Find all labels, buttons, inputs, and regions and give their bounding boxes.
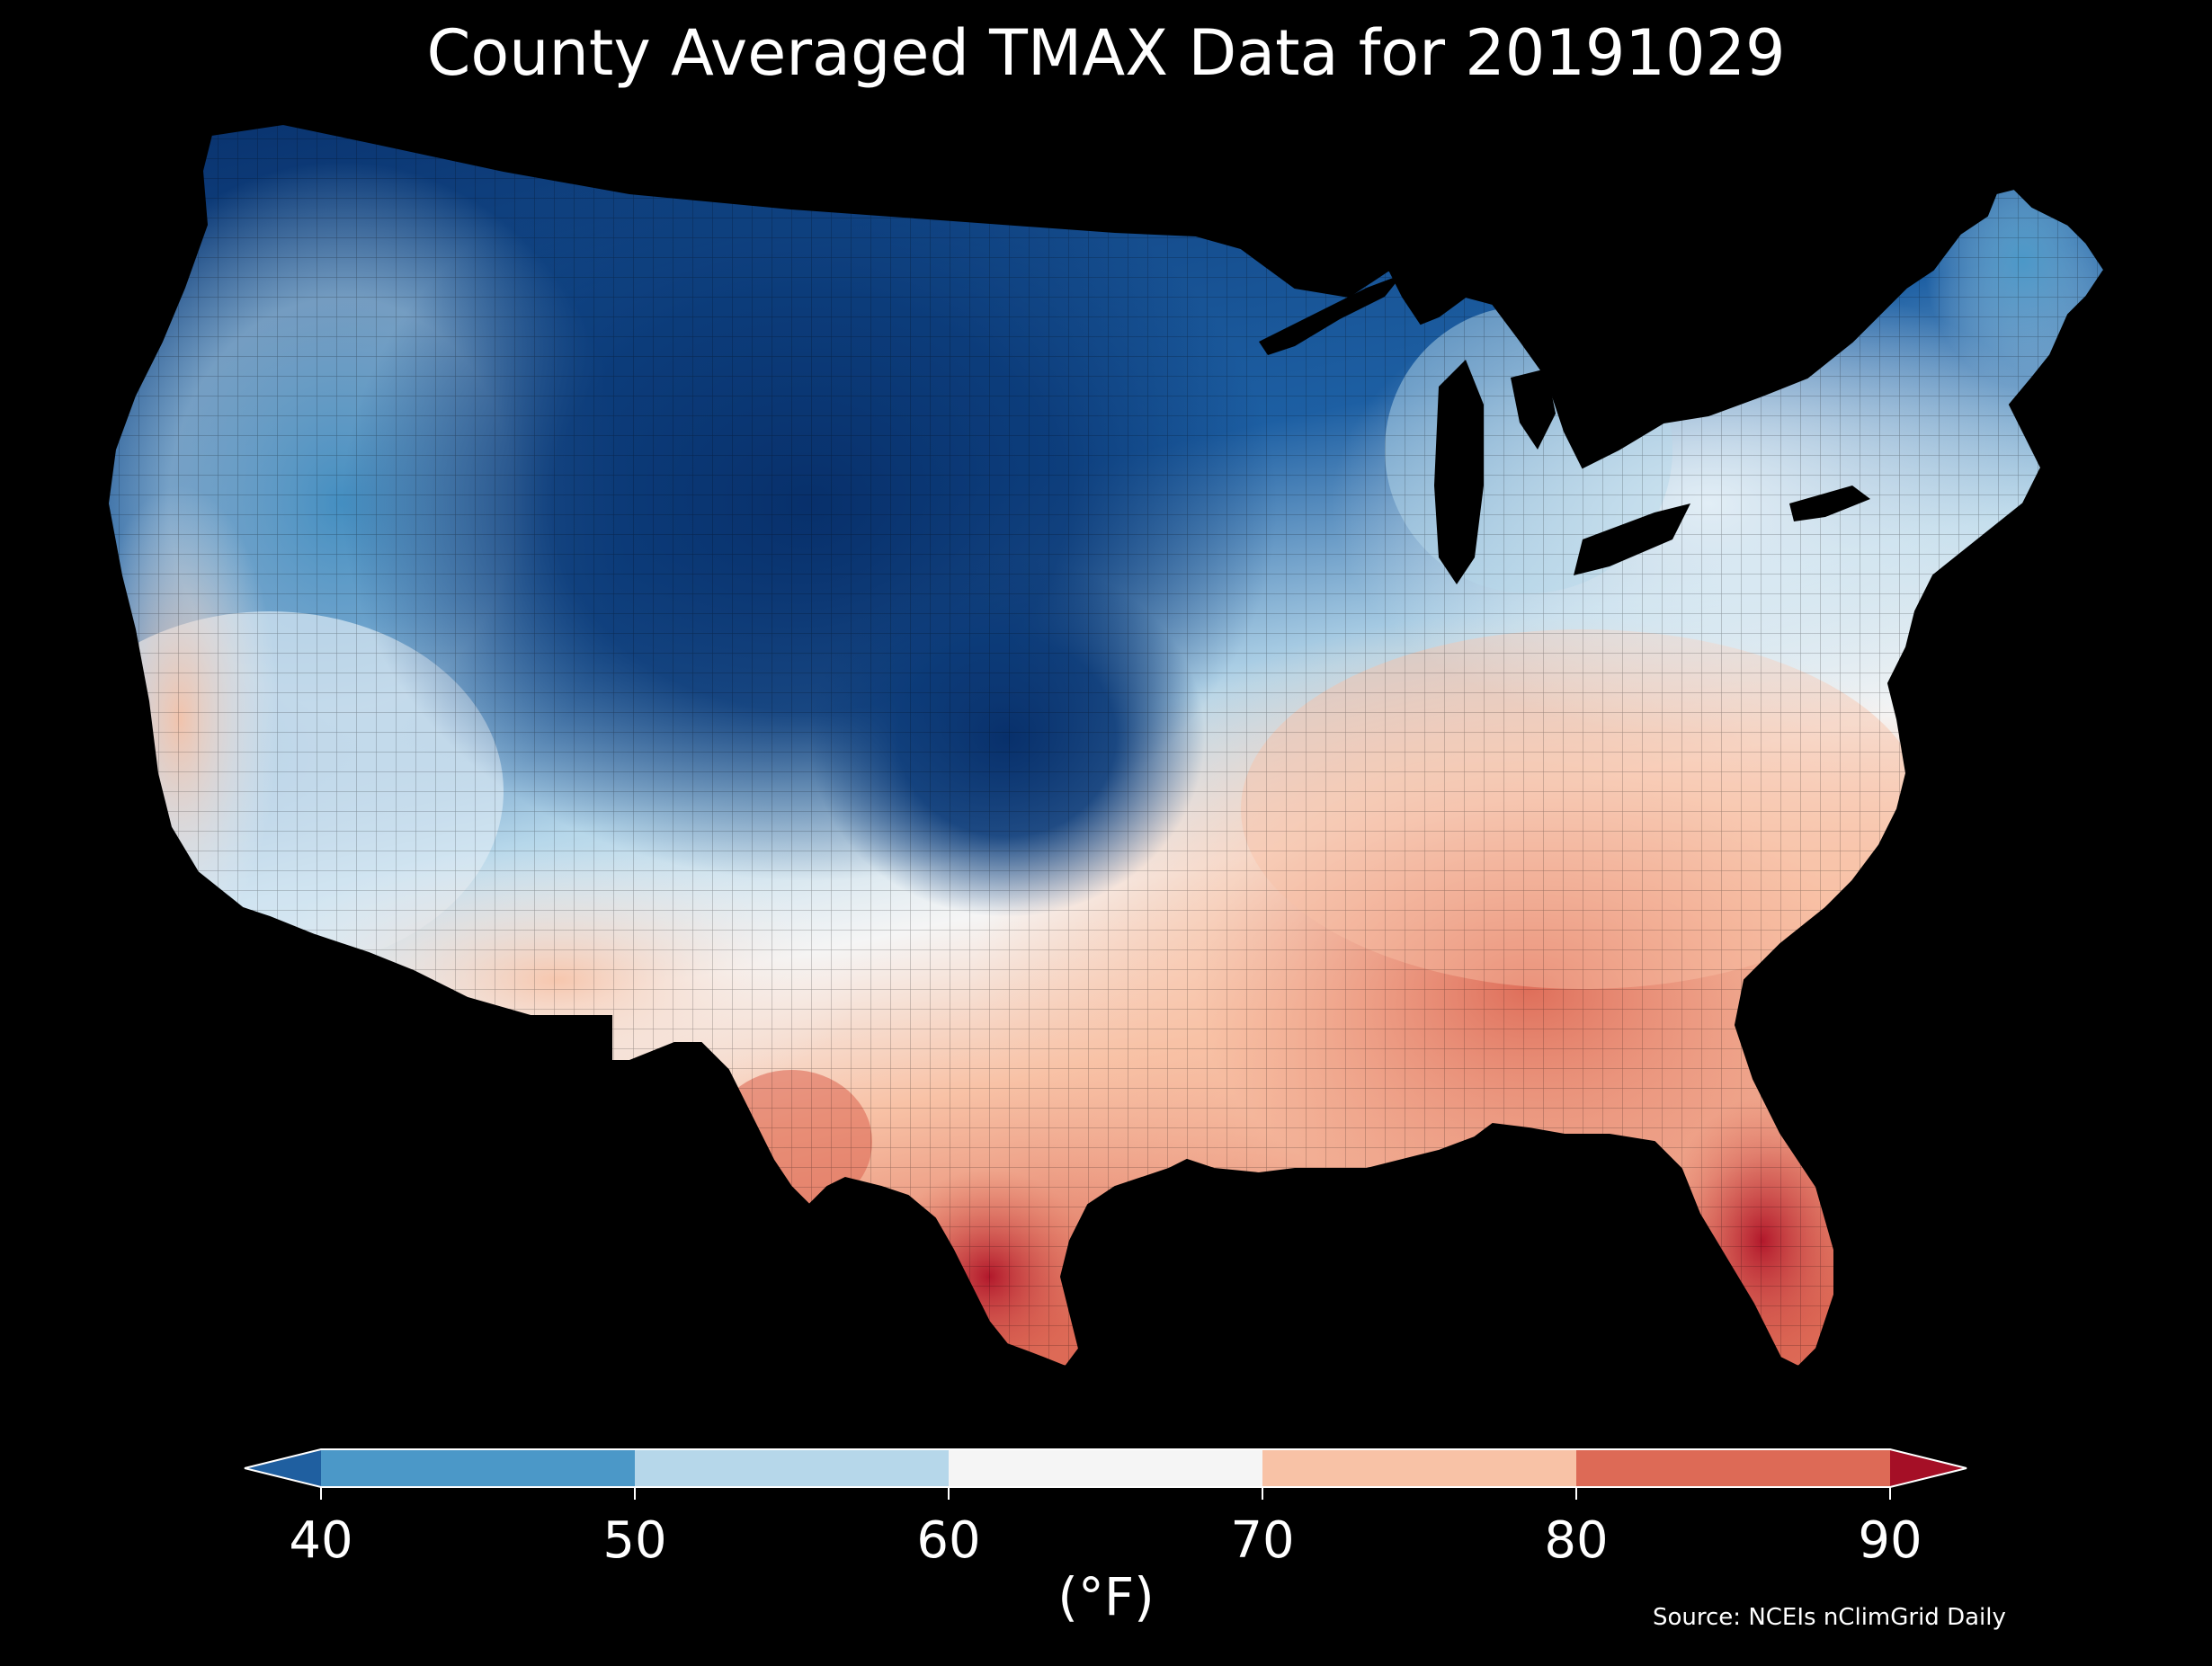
colorbar-bin <box>1262 1449 1577 1487</box>
colorbar-bin <box>321 1449 636 1487</box>
colorbar-bin-above <box>1890 1449 1967 1487</box>
colorbar-tick-label: 60 <box>916 1511 980 1570</box>
map-title: County Averaged TMAX Data for 20191029 <box>426 16 1786 90</box>
source-credit: Source: NCEIs nClimGrid Daily <box>1653 1604 2006 1631</box>
us-county-map <box>107 123 2105 1368</box>
colorbar-tick-label: 70 <box>1230 1511 1294 1570</box>
colorbar-tick-label: 80 <box>1544 1511 1608 1570</box>
colorbar-tick-label: 50 <box>602 1511 666 1570</box>
colorbar-unit-label: (°F) <box>1057 1566 1155 1627</box>
colorbar-bin <box>949 1449 1263 1487</box>
colorbar-bin <box>635 1449 950 1487</box>
colorbar-tick-label: 90 <box>1858 1511 1922 1570</box>
colorbar-tick-label: 40 <box>289 1511 352 1570</box>
colorbar-bin <box>1576 1449 1891 1487</box>
colorbar-bin-below <box>245 1449 321 1487</box>
great-lakes <box>1259 274 1870 584</box>
